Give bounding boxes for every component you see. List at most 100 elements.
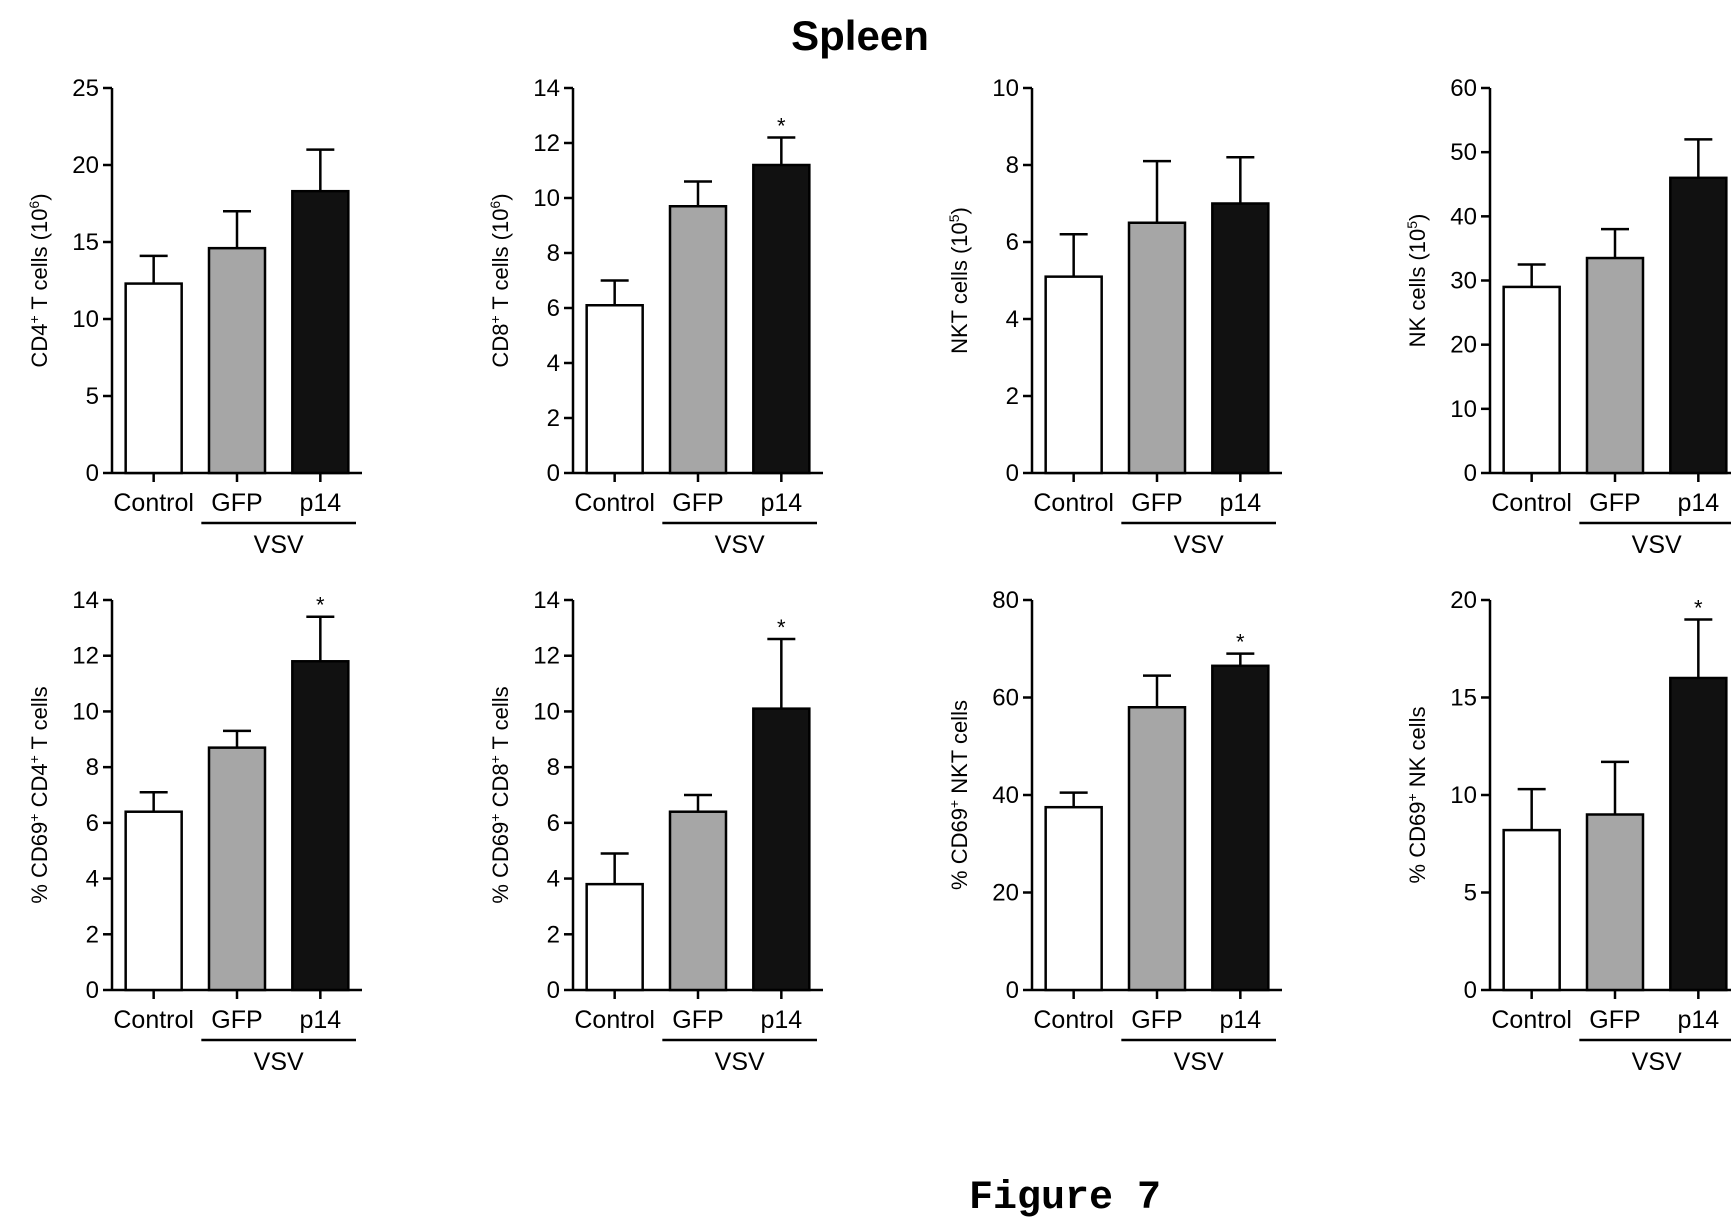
y-tick-label: 2 (547, 921, 560, 948)
y-tick-label: 0 (547, 460, 560, 487)
y-tick-label: 30 (1450, 268, 1477, 295)
y-tick-label: 50 (1450, 139, 1477, 166)
category-label: GFP (211, 489, 262, 517)
bar-p14 (1211, 664, 1270, 992)
y-axis-label: CD4+ T cells (106) (26, 193, 52, 367)
bar-control (124, 282, 183, 475)
group-label: VSV (254, 1048, 304, 1076)
y-tick-label: 6 (1006, 229, 1019, 256)
group-label: VSV (1632, 1048, 1682, 1076)
bar-p14 (1211, 202, 1270, 475)
category-label: p14 (1219, 1006, 1261, 1034)
group-label: VSV (715, 1048, 765, 1076)
bar-gfp (1127, 221, 1187, 475)
bar-control (124, 810, 183, 992)
chart-panel-1: 0 5 10 15 20 25 CD4+ T cells (106) Control GFP p1… (26, 75, 362, 559)
y-tick-label: 25 (72, 75, 99, 102)
bar-control (1044, 805, 1103, 992)
category-label: p14 (760, 1006, 802, 1034)
y-axis-label-part: CD8 (488, 324, 513, 368)
category-label: GFP (211, 1006, 262, 1034)
bar-p14 (1669, 676, 1728, 992)
bar-control (1502, 285, 1561, 475)
y-tick-label: 80 (992, 587, 1019, 614)
y-axis-label-part: CD4 (27, 324, 52, 368)
y-axis-label: NKT cells (105) (946, 207, 972, 354)
y-tick-label: 8 (1006, 152, 1019, 179)
category-label: p14 (1677, 1006, 1719, 1034)
y-axis-label-part: % CD69 (488, 822, 513, 904)
y-tick-label: 20 (72, 152, 99, 179)
group-label: VSV (254, 531, 304, 559)
category-label: p14 (1219, 489, 1261, 517)
y-tick-label: 8 (547, 240, 560, 267)
category-label: Control (1491, 1006, 1572, 1034)
y-axis-label-part: ) (947, 207, 972, 214)
significance-marker: * (777, 615, 786, 640)
y-axis-label-part: NKT cells (947, 700, 972, 800)
bar-gfp (668, 205, 728, 475)
y-tick-label: 14 (533, 75, 560, 102)
y-tick-label: 14 (72, 587, 99, 614)
bar-gfp (668, 810, 728, 992)
y-tick-label: 10 (992, 75, 1019, 102)
y-tick-label: 10 (533, 698, 560, 725)
y-axis-label-part: T cells (10 (27, 209, 52, 316)
y-tick-label: 4 (1006, 306, 1019, 333)
y-tick-label: 10 (1450, 396, 1477, 423)
y-axis-label-superscript: + (487, 315, 503, 323)
y-tick-label: 20 (1450, 587, 1477, 614)
bar-p14 (291, 660, 350, 992)
y-axis-label-part: T cells (10 (488, 209, 513, 316)
y-axis-label-part: T cells (27, 686, 52, 755)
y-axis-label-part: NK cells (10 (1405, 229, 1430, 348)
y-tick-label: 4 (86, 866, 99, 893)
category-label: Control (113, 489, 194, 517)
y-tick-label: 2 (547, 405, 560, 432)
significance-marker: * (1236, 630, 1245, 655)
y-axis-label-superscript: + (487, 755, 503, 763)
y-axis-label-superscript: 6 (26, 201, 42, 209)
y-axis-label-part: NK cells (1405, 707, 1430, 794)
y-tick-label: 2 (1006, 383, 1019, 410)
y-axis-label-part: NKT cells (10 (947, 222, 972, 354)
group-label: VSV (1632, 531, 1682, 559)
y-tick-label: 0 (86, 977, 99, 1004)
y-tick-label: 40 (1450, 203, 1477, 230)
y-axis-label-part: ) (27, 193, 52, 200)
y-axis-label: NK cells (105) (1404, 214, 1430, 348)
y-axis-label-superscript: + (946, 800, 962, 808)
y-tick-label: 6 (86, 810, 99, 837)
y-tick-label: 0 (1006, 977, 1019, 1004)
figure-title: Spleen (791, 12, 929, 59)
y-axis-label-superscript: + (26, 755, 42, 763)
bar-p14 (752, 707, 811, 992)
y-axis-label-superscript: + (487, 814, 503, 822)
category-label: Control (574, 489, 655, 517)
group-label: VSV (1174, 531, 1224, 559)
category-label: GFP (1589, 489, 1640, 517)
bar-gfp (1127, 706, 1187, 992)
y-tick-label: 5 (86, 383, 99, 410)
bar-p14 (752, 163, 811, 475)
y-tick-label: 12 (72, 643, 99, 670)
y-tick-label: 0 (1464, 977, 1477, 1004)
y-tick-label: 4 (547, 866, 560, 893)
bar-gfp (207, 746, 267, 992)
y-tick-label: 10 (72, 306, 99, 333)
y-axis-label: % CD69+ NKT cells (946, 700, 972, 890)
y-tick-label: 6 (547, 295, 560, 322)
y-axis-label-superscript: + (26, 315, 42, 323)
bar-control (1044, 275, 1103, 475)
y-axis-label-superscript: 5 (1404, 221, 1420, 229)
y-axis-label-part: CD8 (488, 763, 513, 813)
figure-caption: Figure 7 (969, 1176, 1161, 1221)
category-label: Control (1491, 489, 1572, 517)
chart-panel-4: 0 10 20 30 40 50 60 NK cells (105) Control GFP p14… (1404, 75, 1731, 559)
chart-panel-8: 0 5 10 15 20 % CD69+ NK cells Control GFP p14 * VS… (1404, 587, 1731, 1076)
